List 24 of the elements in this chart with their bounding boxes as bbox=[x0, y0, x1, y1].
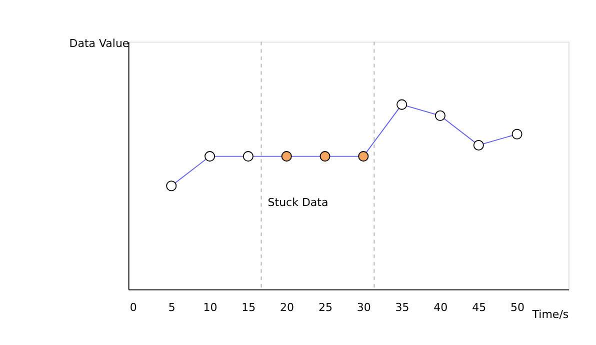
point bbox=[512, 128, 522, 140]
x-tick-label: 40 bbox=[434, 300, 448, 314]
point bbox=[358, 151, 369, 162]
point bbox=[281, 151, 292, 162]
x-tick-label: 45 bbox=[472, 300, 486, 314]
annotation: Stuck Data bbox=[268, 196, 328, 209]
x-tick-label: 50 bbox=[510, 300, 524, 314]
x-axis-title: Time/s bbox=[531, 308, 569, 322]
point bbox=[320, 151, 330, 162]
point bbox=[166, 180, 177, 192]
point bbox=[473, 140, 484, 150]
point bbox=[204, 151, 216, 162]
x-tick-label: 0 bbox=[130, 300, 137, 314]
x-tick-label: 10 bbox=[203, 300, 218, 314]
x-tick-label: 30 bbox=[356, 300, 371, 314]
x-tick-label: 35 bbox=[395, 300, 410, 314]
x-tick-label: 20 bbox=[280, 300, 294, 314]
point bbox=[434, 110, 446, 121]
x-tick-label: 15 bbox=[242, 300, 256, 314]
y-axis-title: Data Value bbox=[69, 36, 130, 50]
x-tick-label: 5 bbox=[168, 300, 176, 314]
point bbox=[242, 151, 254, 162]
x-tick-label: 25 bbox=[318, 300, 332, 314]
point bbox=[396, 99, 408, 110]
